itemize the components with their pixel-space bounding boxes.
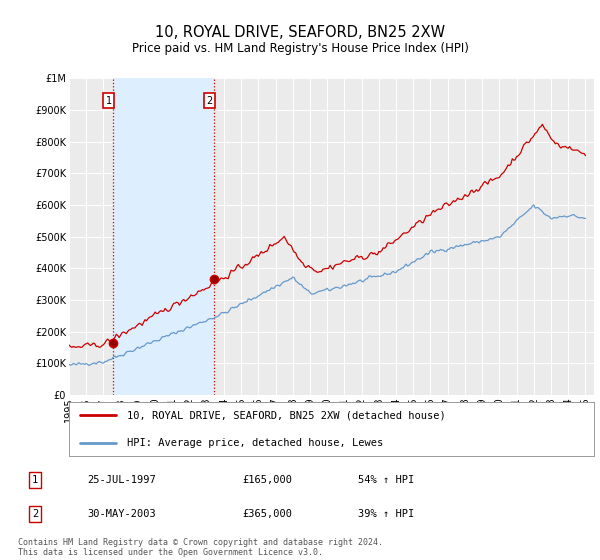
Text: 10, ROYAL DRIVE, SEAFORD, BN25 2XW (detached house): 10, ROYAL DRIVE, SEAFORD, BN25 2XW (deta…	[127, 410, 445, 420]
Text: 1: 1	[32, 475, 38, 485]
Text: Contains HM Land Registry data © Crown copyright and database right 2024.
This d: Contains HM Land Registry data © Crown c…	[18, 538, 383, 557]
Text: 30-MAY-2003: 30-MAY-2003	[87, 509, 155, 519]
Text: 54% ↑ HPI: 54% ↑ HPI	[358, 475, 414, 485]
Text: £165,000: £165,000	[242, 475, 292, 485]
Text: £365,000: £365,000	[242, 509, 292, 519]
Text: 25-JUL-1997: 25-JUL-1997	[87, 475, 155, 485]
Text: Price paid vs. HM Land Registry's House Price Index (HPI): Price paid vs. HM Land Registry's House …	[131, 42, 469, 55]
Text: 39% ↑ HPI: 39% ↑ HPI	[358, 509, 414, 519]
Text: 1: 1	[106, 96, 112, 105]
Text: 2: 2	[32, 509, 38, 519]
Text: HPI: Average price, detached house, Lewes: HPI: Average price, detached house, Lewe…	[127, 438, 383, 447]
Bar	[113, 78, 214, 395]
Text: 2: 2	[206, 96, 212, 105]
Text: 10, ROYAL DRIVE, SEAFORD, BN25 2XW: 10, ROYAL DRIVE, SEAFORD, BN25 2XW	[155, 25, 445, 40]
